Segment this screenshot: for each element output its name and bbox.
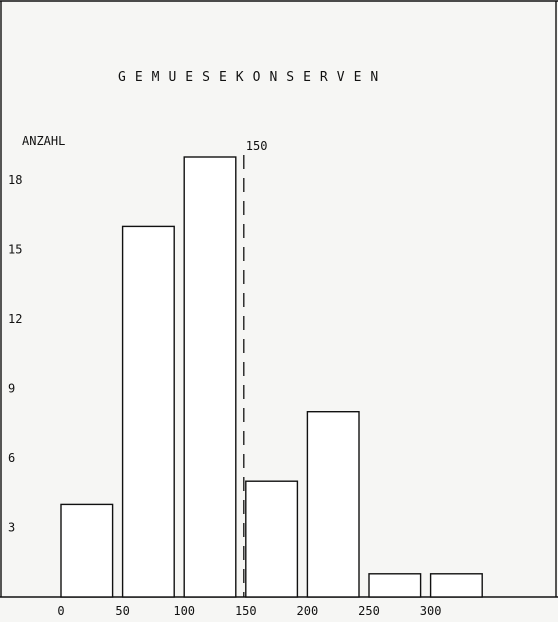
y-tick-label: 15 <box>8 243 22 257</box>
bar-300 <box>429 573 483 598</box>
x-tick-labels: 0 50 100 150 200 250 300 <box>57 604 441 618</box>
bar-150 <box>245 480 299 598</box>
reference-line-group: 150 <box>243 139 268 597</box>
x-tick-label: 0 <box>57 604 64 618</box>
bar-50 <box>121 225 175 598</box>
x-tick-label: 200 <box>297 604 319 618</box>
histogram-bars <box>60 156 483 598</box>
chart-title: GEMUESEKONSERVEN <box>118 70 387 85</box>
x-tick-label: 100 <box>173 604 195 618</box>
x-tick-label: 150 <box>235 604 257 618</box>
bar-0 <box>60 503 114 598</box>
x-tick-label: 50 <box>115 604 129 618</box>
y-tick-label: 3 <box>8 521 15 535</box>
y-tick-label: 18 <box>8 173 22 187</box>
x-tick-label: 300 <box>420 604 442 618</box>
bar-200 <box>306 411 360 598</box>
y-tick-label: 9 <box>8 382 15 396</box>
reference-line-label: 150 <box>246 139 268 153</box>
y-tick-labels: 3 6 9 12 15 18 <box>8 173 22 534</box>
y-tick-label: 12 <box>8 312 22 326</box>
x-tick-label: 250 <box>358 604 380 618</box>
y-tick-label: 6 <box>8 451 15 465</box>
bar-100 <box>183 156 237 598</box>
bar-250 <box>368 573 422 598</box>
y-axis-label: ANZAHL <box>22 134 65 148</box>
